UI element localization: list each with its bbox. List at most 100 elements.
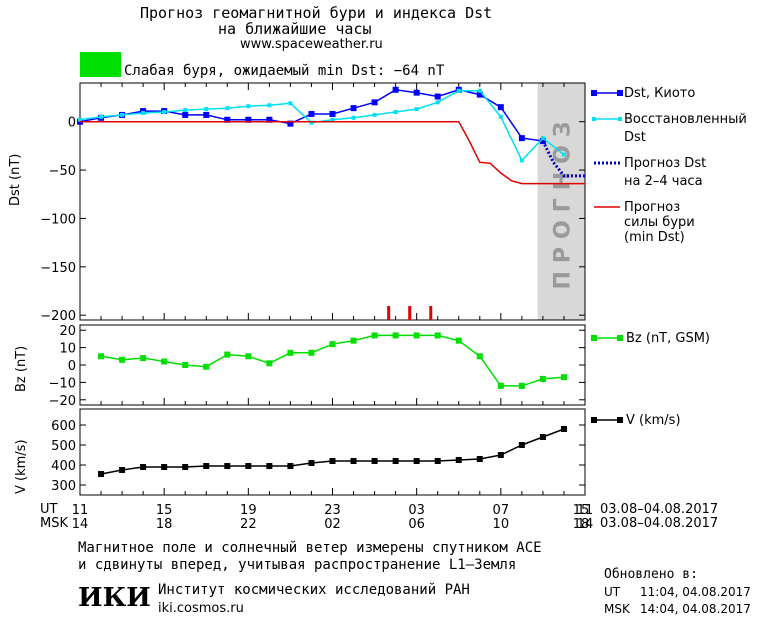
data-point-dst bbox=[287, 120, 294, 127]
legend-forecast-2: на 2–4 часа bbox=[624, 174, 703, 189]
legend-marker bbox=[591, 90, 597, 96]
y-tick-label: 400 bbox=[51, 459, 76, 474]
msk-tick-label: 06 bbox=[408, 517, 425, 532]
legend-marker bbox=[591, 417, 597, 423]
data-point-v bbox=[350, 458, 357, 464]
data-point-v bbox=[266, 463, 273, 469]
panel-frame bbox=[79, 408, 586, 496]
data-point-v bbox=[329, 458, 336, 464]
y-tick-label: −200 bbox=[40, 309, 76, 324]
msk-tick-label: 18 bbox=[156, 517, 173, 532]
data-point-bz bbox=[497, 382, 504, 389]
data-point-dst bbox=[120, 112, 125, 117]
data-point-v bbox=[539, 434, 546, 440]
data-point-bz bbox=[119, 356, 126, 363]
dst-axis-label: Dst (nT) bbox=[8, 153, 23, 206]
y-tick-label: −50 bbox=[49, 164, 76, 179]
data-point-v bbox=[476, 456, 483, 462]
data-point-bz bbox=[308, 349, 315, 356]
data-point-dst bbox=[308, 110, 315, 117]
data-point-bz bbox=[371, 332, 378, 339]
institute-site[interactable]: iki.cosmos.ru bbox=[158, 601, 244, 616]
data-point-bz bbox=[182, 362, 189, 368]
data-point-v bbox=[371, 458, 378, 464]
data-point-bz bbox=[329, 341, 336, 348]
legend-dst-kyoto: Dst, Киото bbox=[624, 86, 696, 101]
data-point-dst bbox=[183, 108, 188, 113]
legend-v: V (km/s) bbox=[626, 413, 681, 428]
ut-tick-label: 03 bbox=[408, 503, 425, 518]
data-point-v bbox=[434, 458, 441, 464]
forecast-band bbox=[537, 83, 585, 320]
ut-tick-label: 11 bbox=[577, 503, 594, 518]
data-point-dst bbox=[372, 112, 377, 117]
y-tick-label: 600 bbox=[51, 419, 76, 434]
series-line-dst-2 bbox=[541, 140, 585, 178]
data-point-v bbox=[161, 464, 168, 470]
data-point-bz bbox=[203, 363, 210, 370]
data-point-dst bbox=[162, 110, 167, 115]
v-panel: 600 500 400 300 bbox=[51, 408, 586, 496]
data-point-bz bbox=[266, 360, 273, 367]
bz-axis-label: Bz (nT) bbox=[14, 345, 29, 392]
data-point-dst bbox=[476, 91, 483, 98]
data-point-dst bbox=[519, 158, 524, 163]
data-point-bz bbox=[413, 332, 420, 339]
data-point-dst bbox=[225, 106, 230, 111]
data-point-dst bbox=[413, 89, 420, 96]
data-point-dst bbox=[246, 104, 251, 109]
data-point-bz bbox=[434, 332, 441, 339]
panel-frame bbox=[79, 324, 586, 406]
msk-tick-label: 14 bbox=[72, 517, 89, 532]
data-point-bz bbox=[245, 353, 252, 360]
updated-msk: 14:04, 04.08.2017 bbox=[640, 602, 751, 616]
y-tick-label: 0 bbox=[68, 359, 76, 374]
y-tick-label: −150 bbox=[40, 261, 76, 276]
data-point-dst bbox=[288, 101, 293, 106]
msk-tick-label: 22 bbox=[240, 517, 257, 532]
source-url: www.spaceweather.ru bbox=[240, 37, 383, 52]
data-point-v bbox=[203, 463, 210, 469]
data-point-dst bbox=[224, 116, 231, 123]
data-point-dst bbox=[267, 103, 272, 108]
data-point-v bbox=[287, 463, 294, 469]
forecast-band-label: ПРОГНОЗ bbox=[550, 113, 575, 289]
storm-forecast-text: Слабая буря, ожидаемый min Dst: −64 nT bbox=[124, 63, 445, 79]
legend-storm-2: силы бури bbox=[624, 215, 695, 230]
msk-date-range: 03.08–04.08.2017 bbox=[600, 516, 719, 531]
data-point-bz bbox=[161, 358, 168, 365]
footer-note-line2: и сдвинуты вперед, учитывая распростране… bbox=[78, 557, 517, 573]
data-point-bz bbox=[560, 374, 567, 381]
data-point-dst bbox=[203, 111, 210, 118]
data-point-dst bbox=[350, 105, 357, 112]
ut-tick-label: 19 bbox=[240, 503, 257, 518]
series-line-dst-3 bbox=[80, 120, 585, 185]
data-point-bz bbox=[455, 337, 462, 344]
data-point-v bbox=[560, 426, 567, 432]
msk-tick-label: 14 bbox=[577, 517, 594, 532]
legend-marker bbox=[592, 117, 596, 121]
storm-level-swatch bbox=[80, 52, 121, 77]
chart-title-line2: на ближайшие часы bbox=[218, 20, 372, 38]
msk-tick-label: 18 bbox=[573, 517, 590, 532]
y-tick-label: 500 bbox=[51, 439, 76, 454]
ut-tick-label: 07 bbox=[493, 503, 510, 518]
data-point-v bbox=[308, 460, 315, 466]
data-point-v bbox=[140, 464, 147, 470]
data-point-dst bbox=[540, 136, 545, 141]
legend-marker bbox=[617, 90, 623, 96]
legend-marker bbox=[618, 117, 622, 121]
data-point-dst bbox=[456, 88, 461, 93]
data-point-bz bbox=[98, 353, 105, 360]
legend-marker bbox=[617, 335, 623, 341]
legend-marks bbox=[591, 90, 623, 423]
data-point-dst bbox=[434, 93, 441, 100]
y-tick-label: 0 bbox=[68, 116, 76, 131]
y-tick-label: 300 bbox=[51, 479, 76, 494]
legend-restored-1: Восстановленный bbox=[624, 112, 747, 127]
footer-note-line1: Магнитное поле и солнечный ветер измерен… bbox=[78, 540, 542, 556]
data-point-v bbox=[119, 467, 126, 473]
data-point-bz bbox=[518, 382, 525, 389]
data-point-bz bbox=[476, 353, 483, 360]
data-point-dst bbox=[330, 117, 335, 122]
